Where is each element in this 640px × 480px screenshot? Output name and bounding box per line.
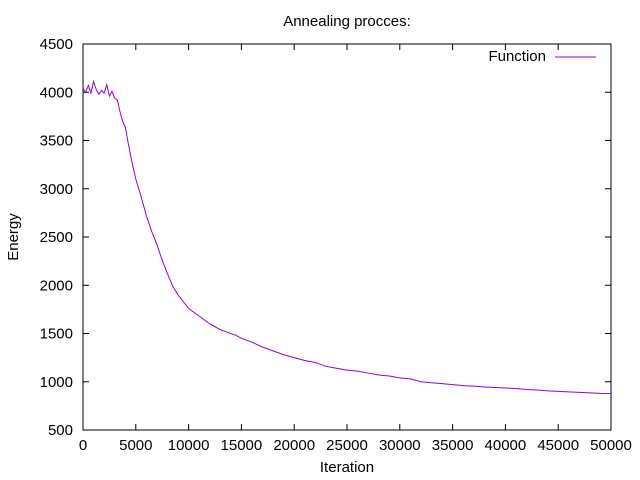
y-tick-label: 2000 xyxy=(40,277,73,294)
x-tick-label: 50000 xyxy=(590,437,632,454)
legend-label-function: Function xyxy=(488,48,546,65)
y-tick-label: 2500 xyxy=(40,229,73,246)
y-tick-label: 1500 xyxy=(40,326,73,343)
x-tick-label: 30000 xyxy=(379,437,421,454)
x-tick-label: 0 xyxy=(79,437,87,454)
y-axis-ticks: 500 1000 1500 2000 2500 3000 3500 4000 4500 xyxy=(40,36,611,439)
x-tick-label: 25000 xyxy=(326,437,368,454)
x-tick-label: 15000 xyxy=(221,437,263,454)
x-tick-label: 35000 xyxy=(432,437,474,454)
series-line-function xyxy=(82,79,612,395)
plot-area-frame xyxy=(82,43,612,431)
x-tick-label: 10000 xyxy=(168,437,210,454)
y-axis-label: Energy xyxy=(5,213,22,261)
legend: Function xyxy=(488,48,596,65)
x-tick-label: 5000 xyxy=(119,437,152,454)
y-tick-label: 500 xyxy=(48,422,73,439)
x-tick-label: 20000 xyxy=(273,437,315,454)
chart-title: Annealing procces: xyxy=(283,13,411,30)
x-axis-label: Iteration xyxy=(320,459,374,476)
x-tick-label: 45000 xyxy=(537,437,579,454)
y-tick-label: 4000 xyxy=(40,84,73,101)
x-axis-ticks: 0 5000 10000 15000 20000 25000 30000 35000 40000… xyxy=(79,44,632,454)
y-tick-label: 3500 xyxy=(40,133,73,150)
x-tick-label: 40000 xyxy=(485,437,527,454)
y-tick-label: 3000 xyxy=(40,181,73,198)
y-tick-label: 1000 xyxy=(40,374,73,391)
y-tick-label: 4500 xyxy=(40,36,73,53)
